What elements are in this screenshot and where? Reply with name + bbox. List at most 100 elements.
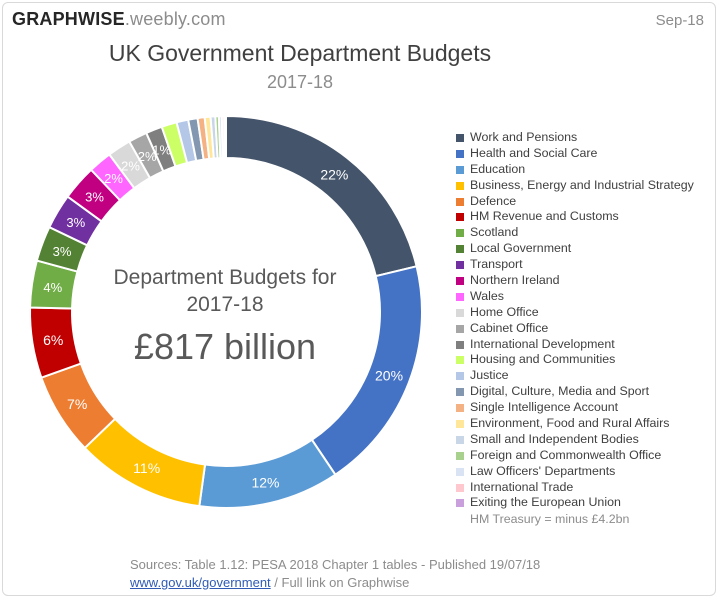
legend-label: Health and Social Care xyxy=(470,145,598,160)
legend-label: Defence xyxy=(470,193,517,208)
legend-item-international-development: International Development xyxy=(456,337,694,353)
legend-item-business-energy-and-industrial-strategy: Business, Energy and Industrial Strategy xyxy=(456,178,694,194)
legend-swatch xyxy=(456,292,464,301)
slice-exiting-the-european-union xyxy=(223,114,227,160)
legend-swatch xyxy=(456,308,464,317)
sources-text: Sources: Table 1.12: PESA 2018 Chapter 1… xyxy=(130,557,541,572)
legend-label: Digital, Culture, Media and Sport xyxy=(470,384,650,399)
data-label-health-and-social-care: 20% xyxy=(375,368,403,384)
brand-domain: .weebly.com xyxy=(124,9,226,29)
legend-swatch xyxy=(456,197,464,206)
footer-links: www.gov.uk/government / Full link on Gra… xyxy=(130,575,409,590)
legend-label: Exiting the European Union xyxy=(470,495,621,510)
legend-label: Small and Independent Bodies xyxy=(470,431,639,446)
data-label-scotland: 4% xyxy=(43,280,62,295)
legend-item-wales: Wales xyxy=(456,289,694,305)
treasury-note: HM Treasury = minus £4.2bn xyxy=(470,512,630,527)
legend-swatch xyxy=(456,372,464,381)
legend-item-justice: Justice xyxy=(456,368,694,384)
legend-label: Education xyxy=(470,161,526,176)
legend-label: Work and Pensions xyxy=(470,130,578,144)
legend-item-cabinet-office: Cabinet Office xyxy=(456,321,694,337)
legend-label: Transport xyxy=(470,257,523,272)
legend-item-transport: Transport xyxy=(456,257,694,273)
legend-swatch xyxy=(456,324,464,333)
data-label-wales: 2% xyxy=(104,171,123,186)
legend-swatch xyxy=(456,499,464,508)
legend-label: Wales xyxy=(470,288,504,303)
legend-item-housing-and-communities: Housing and Communities xyxy=(456,352,694,368)
legend-item-northern-ireland: Northern Ireland xyxy=(456,273,694,289)
legend-item-scotland: Scotland xyxy=(456,225,694,241)
legend-label: Scotland xyxy=(470,225,519,240)
center-label-line2: 2017-18 xyxy=(186,293,264,316)
legend-item-foreign-and-commonwealth-office: Foreign and Commonwealth Office xyxy=(456,448,694,464)
legend-item-education: Education xyxy=(456,162,694,178)
legend-swatch xyxy=(456,261,464,270)
legend-swatch xyxy=(456,229,464,238)
legend-swatch xyxy=(456,451,464,460)
legend-item-digital-culture-media-and-sport: Digital, Culture, Media and Sport xyxy=(456,384,694,400)
legend-swatch xyxy=(456,213,464,222)
legend-item-exiting-the-european-union: Exiting the European Union xyxy=(456,495,694,511)
legend-item-international-trade: International Trade xyxy=(456,480,694,496)
data-label-home-office: 2% xyxy=(121,158,140,173)
center-label-line1: Department Budgets for xyxy=(113,266,337,289)
legend-label: International Trade xyxy=(470,479,574,494)
legend-label: Justice xyxy=(470,368,509,383)
legend-item-defence: Defence xyxy=(456,194,694,210)
legend-item-work-and-pensions: Work and Pensions xyxy=(456,130,694,146)
data-label-work-and-pensions: 22% xyxy=(320,167,348,183)
data-label-business-energy-and-industrial-strategy: 11% xyxy=(133,460,160,476)
chart-subtitle: 2017-18 xyxy=(266,72,334,92)
legend-swatch xyxy=(456,419,464,428)
legend-item-local-government: Local Government xyxy=(456,241,694,257)
legend-swatch xyxy=(456,133,464,142)
data-label-education: 12% xyxy=(251,474,279,490)
legend-label: HM Revenue and Customs xyxy=(470,209,619,224)
chart-date: Sep-18 xyxy=(655,12,704,29)
legend-item-hm-revenue-and-customs: HM Revenue and Customs xyxy=(456,209,694,225)
legend-swatch xyxy=(456,149,464,158)
data-label-hm-revenue-and-customs: 6% xyxy=(43,332,63,348)
gov-uk-link[interactable]: www.gov.uk/government xyxy=(130,575,271,590)
legend-label: Cabinet Office xyxy=(470,320,549,335)
legend-label: Single Intelligence Account xyxy=(470,400,619,415)
center-total: £817 billion xyxy=(133,326,317,367)
legend-label: Foreign and Commonwealth Office xyxy=(470,447,662,462)
legend-label: International Development xyxy=(470,336,615,351)
legend-swatch xyxy=(456,165,464,174)
legend-swatch xyxy=(456,356,464,365)
legend-item-home-office: Home Office xyxy=(456,305,694,321)
data-label-northern-ireland: 3% xyxy=(85,189,104,204)
legend-swatch xyxy=(456,388,464,397)
legend-label: Business, Energy and Industrial Strategy xyxy=(470,177,694,192)
data-label-international-development: 1% xyxy=(152,142,171,157)
data-label-defence: 7% xyxy=(67,396,87,412)
data-label-transport: 3% xyxy=(66,215,85,230)
legend-swatch xyxy=(456,181,464,190)
legend-swatch xyxy=(456,245,464,254)
legend-swatch xyxy=(456,276,464,285)
legend-swatch xyxy=(456,435,464,444)
legend-swatch xyxy=(456,404,464,413)
legend-swatch xyxy=(456,483,464,492)
legend-label: Housing and Communities xyxy=(470,352,616,367)
legend-label: Local Government xyxy=(470,241,572,256)
chart-legend: Work and Pensions Health and Social Care E… xyxy=(456,130,694,527)
legend-swatch xyxy=(456,340,464,349)
legend-item-single-intelligence-account: Single Intelligence Account xyxy=(456,400,694,416)
legend-item-environment-food-and-rural-affairs: Environment, Food and Rural Affairs xyxy=(456,416,694,432)
data-label-cabinet-office: 2% xyxy=(138,149,157,164)
link-suffix: / Full link on Graphwise xyxy=(270,575,410,590)
legend-label: Environment, Food and Rural Affairs xyxy=(470,416,670,431)
brand-logo: GRAPHWISE.weebly.com xyxy=(12,9,226,30)
legend-swatch xyxy=(456,467,464,476)
legend-label: Northern Ireland xyxy=(470,273,560,288)
legend-item-small-and-independent-bodies: Small and Independent Bodies xyxy=(456,432,694,448)
legend-label: Law Officers' Departments xyxy=(470,463,616,478)
legend-item-law-officers-departments: Law Officers' Departments xyxy=(456,464,694,480)
brand-name: GRAPHWISE xyxy=(12,9,125,29)
